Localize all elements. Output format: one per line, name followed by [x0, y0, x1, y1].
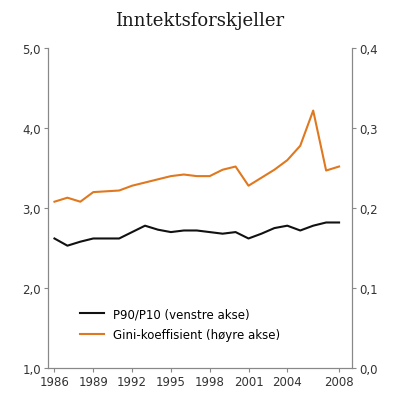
Line: P90/P10 (venstre akse): P90/P10 (venstre akse)	[54, 223, 339, 246]
P90/P10 (venstre akse)	[220, 231, 225, 236]
P90/P10 (venstre akse)	[337, 220, 342, 225]
Line: Gini-koeffisient (høyre akse): Gini-koeffisient (høyre akse)	[54, 111, 339, 202]
P90/P10 (venstre akse)	[285, 224, 290, 229]
Gini-koeffisient (høyre akse)	[207, 174, 212, 179]
Gini-koeffisient (høyre akse)	[130, 184, 134, 189]
P90/P10 (venstre akse)	[130, 230, 134, 235]
Gini-koeffisient (høyre akse)	[143, 181, 148, 186]
P90/P10 (venstre akse)	[91, 236, 96, 241]
Gini-koeffisient (høyre akse)	[272, 168, 277, 173]
Gini-koeffisient (høyre akse)	[298, 144, 303, 149]
P90/P10 (venstre akse)	[272, 226, 277, 231]
P90/P10 (venstre akse)	[65, 244, 70, 249]
P90/P10 (venstre akse)	[298, 229, 303, 234]
P90/P10 (venstre akse)	[156, 228, 160, 233]
P90/P10 (venstre akse)	[324, 220, 328, 225]
Gini-koeffisient (høyre akse)	[65, 196, 70, 201]
P90/P10 (venstre akse)	[194, 229, 199, 234]
Gini-koeffisient (høyre akse)	[337, 165, 342, 170]
Gini-koeffisient (høyre akse)	[52, 200, 57, 204]
Gini-koeffisient (høyre akse)	[311, 109, 316, 114]
Gini-koeffisient (høyre akse)	[91, 190, 96, 195]
P90/P10 (venstre akse)	[259, 231, 264, 236]
Gini-koeffisient (høyre akse)	[194, 174, 199, 179]
Gini-koeffisient (høyre akse)	[117, 189, 122, 193]
P90/P10 (venstre akse)	[52, 236, 57, 241]
Gini-koeffisient (høyre akse)	[104, 189, 109, 194]
Gini-koeffisient (høyre akse)	[168, 174, 173, 179]
P90/P10 (venstre akse)	[104, 236, 109, 241]
Gini-koeffisient (høyre akse)	[78, 200, 83, 204]
Gini-koeffisient (høyre akse)	[233, 165, 238, 170]
P90/P10 (venstre akse)	[246, 236, 251, 241]
P90/P10 (venstre akse)	[207, 230, 212, 235]
P90/P10 (venstre akse)	[311, 224, 316, 229]
Text: Inntektsforskjeller: Inntektsforskjeller	[116, 12, 284, 30]
P90/P10 (venstre akse)	[168, 230, 173, 235]
Gini-koeffisient (høyre akse)	[246, 184, 251, 189]
Gini-koeffisient (høyre akse)	[220, 168, 225, 173]
Gini-koeffisient (høyre akse)	[156, 178, 160, 182]
Gini-koeffisient (høyre akse)	[259, 176, 264, 181]
P90/P10 (venstre akse)	[117, 236, 122, 241]
Gini-koeffisient (høyre akse)	[182, 173, 186, 178]
P90/P10 (venstre akse)	[78, 240, 83, 245]
P90/P10 (venstre akse)	[182, 229, 186, 234]
Legend: P90/P10 (venstre akse), Gini-koeffisient (høyre akse): P90/P10 (venstre akse), Gini-koeffisient…	[75, 303, 285, 346]
Gini-koeffisient (høyre akse)	[324, 169, 328, 173]
Gini-koeffisient (høyre akse)	[285, 158, 290, 163]
P90/P10 (venstre akse)	[143, 224, 148, 229]
P90/P10 (venstre akse)	[233, 230, 238, 235]
